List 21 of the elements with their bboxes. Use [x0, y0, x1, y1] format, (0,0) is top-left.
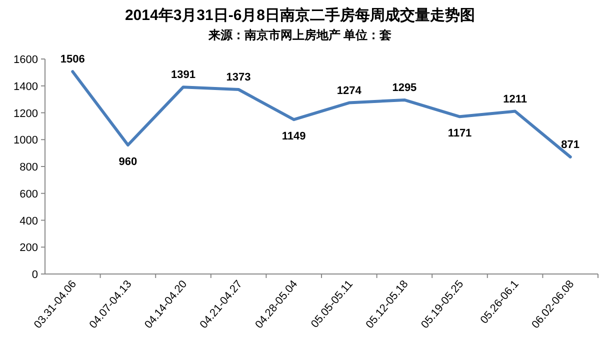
data-label: 1211	[503, 93, 527, 106]
data-label: 1171	[448, 128, 472, 140]
y-tick-label: 1000	[14, 134, 38, 147]
data-label: 1295	[392, 82, 417, 94]
data-label: 960	[118, 156, 138, 168]
y-tick-label: 1200	[14, 108, 38, 120]
y-tick-label: 1600	[14, 54, 38, 66]
y-tick-label: 200	[20, 242, 38, 254]
data-label: 1373	[226, 72, 251, 84]
y-tick-label: 400	[20, 215, 38, 228]
y-tick-label: 600	[20, 188, 38, 200]
data-label: 871	[561, 138, 580, 151]
y-tick-label: 800	[20, 162, 38, 174]
y-tick-label: 0	[32, 269, 38, 281]
chart-subtitle: 来源：南京市网上房地产 单位：套	[207, 28, 392, 42]
data-label: 1391	[171, 69, 196, 82]
data-label: 1149	[282, 130, 306, 143]
y-tick-label: 1400	[14, 80, 38, 93]
data-label: 1506	[60, 54, 85, 66]
data-label: 1274	[336, 84, 362, 97]
chart-title: 2014年3月31日-6月8日南京二手房每周成交量走势图	[124, 6, 476, 24]
